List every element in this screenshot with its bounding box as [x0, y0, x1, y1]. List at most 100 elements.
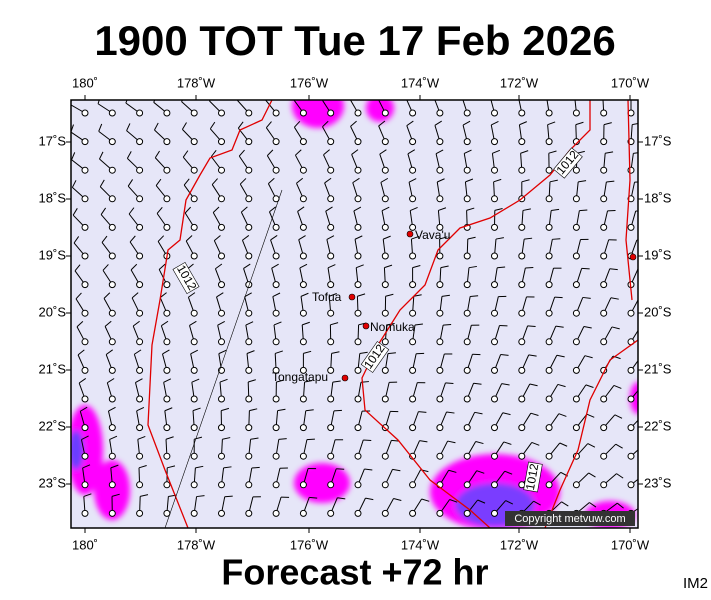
wind-barb [209, 100, 225, 117]
barb-station [545, 395, 553, 403]
wind-barb [491, 441, 512, 460]
barb-station [81, 509, 89, 517]
barb-flag [243, 263, 251, 269]
wind-barb [108, 464, 119, 489]
wind-barb [409, 411, 427, 432]
barb-flag [639, 298, 647, 300]
barb-station [163, 509, 171, 517]
barb-flag [129, 235, 136, 243]
barb-flag [379, 149, 387, 155]
barb-flag [466, 207, 475, 211]
wind-barb [190, 407, 201, 432]
wind-barb [212, 206, 225, 231]
lat-label: 23˚S [39, 475, 67, 490]
wind-barb [381, 439, 400, 460]
barb-station [190, 424, 198, 432]
barb-flag [336, 468, 345, 470]
wind-barb [518, 150, 529, 174]
barb-station [436, 509, 444, 517]
barb-station [81, 166, 89, 174]
barb-flag [102, 264, 109, 271]
wind-barb [245, 350, 255, 374]
wind-barb [381, 206, 390, 231]
wind-barb [102, 264, 116, 289]
wind-barb [600, 443, 623, 460]
barb-flag [387, 352, 396, 355]
barb-station [81, 223, 89, 231]
barb-station [299, 195, 307, 203]
wind-barb [518, 296, 535, 317]
barb-station [627, 452, 635, 460]
wind-barb [327, 322, 339, 346]
barb-flag [239, 178, 247, 185]
wind-barb [71, 124, 89, 146]
wind-barb [545, 383, 566, 403]
barb-station [491, 281, 498, 289]
barb-station [381, 281, 389, 289]
barb-flag [100, 207, 107, 215]
wind-barb [327, 293, 337, 317]
barb-station [136, 366, 144, 374]
wind-barb [272, 321, 282, 346]
wind-barb [74, 264, 89, 289]
barb-station [545, 281, 553, 289]
wind-barb [218, 466, 232, 489]
forecast-label: Forecast +72 hr [221, 552, 488, 593]
barb-flag [611, 326, 620, 330]
barb-flag [213, 235, 221, 241]
title: 1900 TOT Tue 17 Feb 2026 [94, 17, 615, 64]
barb-station [272, 166, 280, 174]
barb-station [218, 452, 225, 460]
barb-flag [163, 378, 172, 383]
barb-station [108, 509, 116, 517]
wind-barb [491, 178, 502, 203]
barb-station [381, 195, 389, 203]
lat-label: 19˚S [644, 247, 672, 262]
barb-station [518, 166, 526, 174]
barb-station [409, 281, 417, 289]
barb-station [491, 252, 498, 260]
barb-station [163, 138, 171, 146]
barb-station [327, 338, 335, 346]
barb-station [463, 509, 471, 517]
barb-flag [216, 292, 224, 298]
barb-flag [110, 464, 119, 469]
barb-flag [270, 235, 278, 241]
barb-flag [321, 93, 326, 99]
barb-flag [157, 235, 165, 242]
wind-barb [297, 206, 307, 231]
wind-barb [293, 120, 307, 146]
barb-station [354, 452, 362, 460]
wind-barb [136, 435, 146, 460]
barb-flag [470, 295, 479, 297]
barb-station [491, 309, 498, 317]
barb-flag [578, 180, 587, 183]
wind-barb [189, 320, 198, 346]
wind-barb [600, 384, 622, 403]
wind-barb [380, 177, 389, 203]
wind-barb [435, 149, 444, 174]
barb-station [545, 223, 553, 231]
wind-barb [104, 320, 116, 346]
barb-station [163, 424, 171, 432]
wind-barb [436, 382, 454, 403]
wind-barb [408, 178, 417, 203]
barb-flag [522, 208, 531, 211]
barb-flag [126, 123, 131, 131]
wind-barb [436, 178, 445, 203]
barb-station [190, 395, 198, 403]
barb-station [600, 252, 608, 260]
barb-station [163, 395, 171, 403]
barb-flag [77, 349, 85, 356]
wind-barb [322, 120, 335, 146]
barb-station [545, 138, 553, 146]
barb-flag [266, 149, 274, 156]
wind-barb [108, 493, 120, 517]
barb-station [463, 366, 471, 374]
barb-station [299, 138, 307, 146]
barb-flag [109, 435, 118, 440]
barb-flag [71, 180, 77, 188]
barb-station [627, 195, 635, 203]
wind-barb [545, 100, 553, 117]
